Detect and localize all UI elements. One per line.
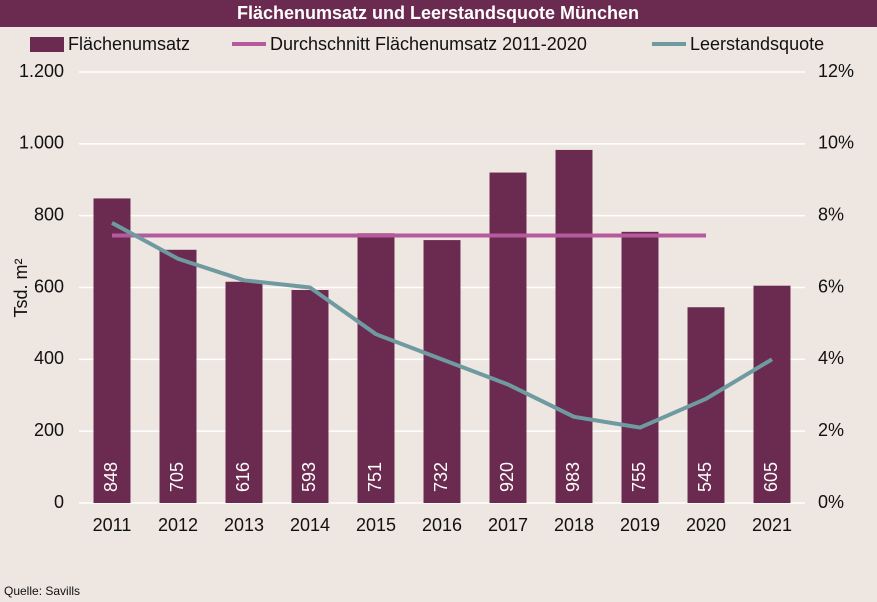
bar [555,149,593,504]
x-tick-label: 2014 [290,515,330,535]
data-label: 705 [167,462,187,492]
data-label: 616 [233,462,253,492]
x-tick-label: 2019 [620,515,660,535]
bar [357,233,395,503]
y-tick-label: 1.000 [19,133,64,153]
bar [489,172,527,504]
y2-tick-label: 4% [818,348,844,368]
x-tick-label: 2018 [554,515,594,535]
y2-tick-label: 6% [818,276,844,296]
bar [159,249,197,503]
y-tick-label: 800 [34,204,64,224]
bar [93,198,131,503]
bar [621,231,659,503]
source: Quelle: Savills [4,584,80,598]
data-label: 593 [299,462,319,492]
y-tick-label: 600 [34,276,64,296]
data-label: 920 [497,462,517,492]
bar [753,285,791,503]
line [111,221,774,430]
data-label: 732 [431,462,451,492]
legend-label: Flächenumsatz [68,34,190,54]
x-tick-label: 2012 [158,515,198,535]
legend-label: Leerstandsquote [690,34,824,54]
y2-tick-label: 0% [818,492,844,512]
y2-tick-label: 8% [818,204,844,224]
x-tick-label: 2017 [488,515,528,535]
bar [225,281,263,503]
x-tick-label: 2011 [93,515,132,535]
x-tick-label: 2021 [752,515,792,535]
title-bar [0,0,877,27]
data-label: 755 [629,462,649,492]
y2-tick-label: 12% [818,61,854,81]
y-tick-label: 1.200 [19,61,64,81]
y-tick-label: 0 [54,492,64,512]
bar [291,290,329,503]
x-tick-label: 2016 [422,515,462,535]
y-axis-label: Tsd. m² [11,258,31,317]
x-tick-label: 2015 [356,515,396,535]
legend-swatch [30,37,64,52]
x-tick-label: 2020 [686,515,726,535]
data-label: 848 [101,462,121,492]
legend-label: Durchschnitt Flächenumsatz 2011-2020 [270,34,587,54]
y-tick-label: 200 [34,420,64,440]
x-tick-label: 2013 [224,515,264,535]
data-label: 605 [761,462,781,492]
data-label: 983 [563,462,583,492]
y2-tick-label: 2% [818,420,844,440]
bar [423,240,461,503]
chart-title: Flächenumsatz und Leerstandsquote Münche… [237,3,639,23]
y-tick-label: 400 [34,348,64,368]
data-label: 751 [365,462,385,492]
y2-tick-label: 10% [818,133,854,153]
data-label: 545 [695,462,715,492]
